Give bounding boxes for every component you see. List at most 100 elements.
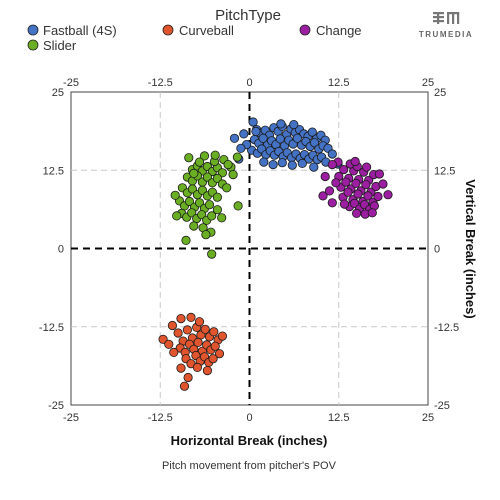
x-tick-label-top: 0	[246, 77, 252, 89]
x-tick-label-bottom: -25	[63, 412, 79, 424]
point-change	[350, 156, 360, 167]
point-change	[339, 199, 350, 209]
point-change	[363, 191, 373, 201]
point-curveball	[210, 341, 220, 351]
point-fastball-4s	[251, 126, 261, 136]
point-change	[361, 162, 372, 172]
point-slider	[194, 157, 205, 167]
legend: Fastball (4S) Curveball Change Slider	[27, 23, 362, 53]
point-fastball-4s	[327, 149, 337, 159]
point-curveball	[173, 328, 183, 338]
point-fastball-4s	[309, 162, 319, 172]
legend-swatch-curveball	[162, 24, 174, 36]
x-tick-label-bottom: 25	[422, 412, 434, 424]
y-tick-label-right: 25	[434, 87, 446, 99]
point-curveball	[194, 317, 205, 327]
point-change	[324, 186, 335, 196]
point-slider	[232, 152, 242, 162]
point-change	[361, 180, 371, 190]
legend-label-change: Change	[316, 23, 362, 38]
point-change	[367, 208, 377, 218]
point-slider	[201, 230, 211, 240]
point-slider	[184, 153, 194, 163]
point-fastball-4s	[297, 158, 307, 168]
point-curveball	[217, 331, 227, 341]
point-fastball-4s	[307, 127, 317, 137]
trumedia-logo: TRUMEDIA	[419, 12, 473, 39]
legend-swatch-fastball	[27, 24, 39, 36]
point-fastball-4s	[258, 133, 268, 143]
point-curveball	[193, 337, 203, 347]
point-change	[318, 191, 328, 201]
point-change	[383, 190, 393, 200]
y-tick-label-left: 25	[52, 87, 64, 99]
point-curveball	[176, 363, 186, 373]
point-change	[327, 160, 337, 170]
point-slider	[217, 213, 227, 223]
legend-swatch-slider	[27, 39, 39, 51]
point-slider	[223, 160, 233, 170]
point-curveball	[183, 372, 193, 383]
point-slider	[207, 249, 217, 259]
y-tick-label-left: -12.5	[39, 322, 64, 334]
point-curveball	[179, 381, 190, 391]
chart-caption: Pitch movement from pitcher's POV	[162, 460, 337, 472]
y-tick-label-left: 0	[58, 244, 64, 256]
point-slider	[172, 211, 182, 221]
point-slider	[184, 196, 195, 207]
y-tick-label-right: -25	[434, 400, 450, 412]
point-slider	[222, 183, 232, 193]
point-fastball-4s	[309, 138, 320, 148]
logo-text: TRUMEDIA	[419, 30, 473, 39]
point-curveball	[200, 324, 210, 334]
legend-label-slider: Slider	[43, 38, 77, 53]
point-fastball-4s	[292, 133, 302, 143]
point-change	[351, 178, 361, 188]
point-slider	[204, 200, 215, 210]
point-change	[341, 177, 351, 187]
point-curveball	[158, 334, 168, 344]
point-slider	[207, 211, 217, 221]
legend-title: PitchType	[215, 7, 281, 24]
point-change	[373, 191, 383, 202]
x-tick-label-top: 25	[422, 77, 434, 89]
point-change	[374, 169, 384, 179]
point-slider	[233, 201, 243, 211]
point-slider	[187, 208, 197, 218]
point-fastball-4s	[277, 158, 287, 168]
point-curveball	[167, 320, 177, 331]
point-slider	[210, 150, 220, 160]
x-tick-label-top: -25	[63, 77, 79, 89]
x-axis-title: Horizontal Break (inches)	[171, 433, 328, 448]
point-curveball	[169, 347, 179, 357]
point-slider	[202, 172, 212, 182]
point-change	[339, 165, 349, 175]
y-tick-label-right: -12.5	[434, 322, 459, 334]
point-change	[320, 171, 330, 182]
point-change	[331, 178, 341, 188]
gridlines	[71, 92, 428, 405]
point-change	[327, 198, 337, 208]
legend-label-curveball: Curveball	[179, 23, 234, 38]
y-tick-label-right: 0	[434, 244, 440, 256]
point-slider	[189, 221, 199, 231]
y-tick-label-left: -25	[48, 400, 64, 412]
point-slider	[189, 168, 199, 178]
point-fastball-4s	[229, 133, 240, 143]
point-curveball	[202, 365, 212, 376]
point-slider	[181, 235, 191, 245]
point-slider	[228, 170, 238, 180]
legend-label-fastball: Fastball (4S)	[43, 23, 117, 38]
point-curveball	[182, 325, 192, 335]
data-points	[158, 117, 393, 391]
point-slider	[212, 205, 222, 215]
x-tick-label-bottom: -12.5	[148, 412, 173, 424]
point-slider	[199, 151, 210, 161]
point-curveball	[192, 362, 202, 372]
point-change	[378, 179, 388, 189]
point-curveball	[214, 349, 225, 359]
point-fastball-4s	[289, 120, 299, 130]
point-fastball-4s	[239, 129, 249, 139]
